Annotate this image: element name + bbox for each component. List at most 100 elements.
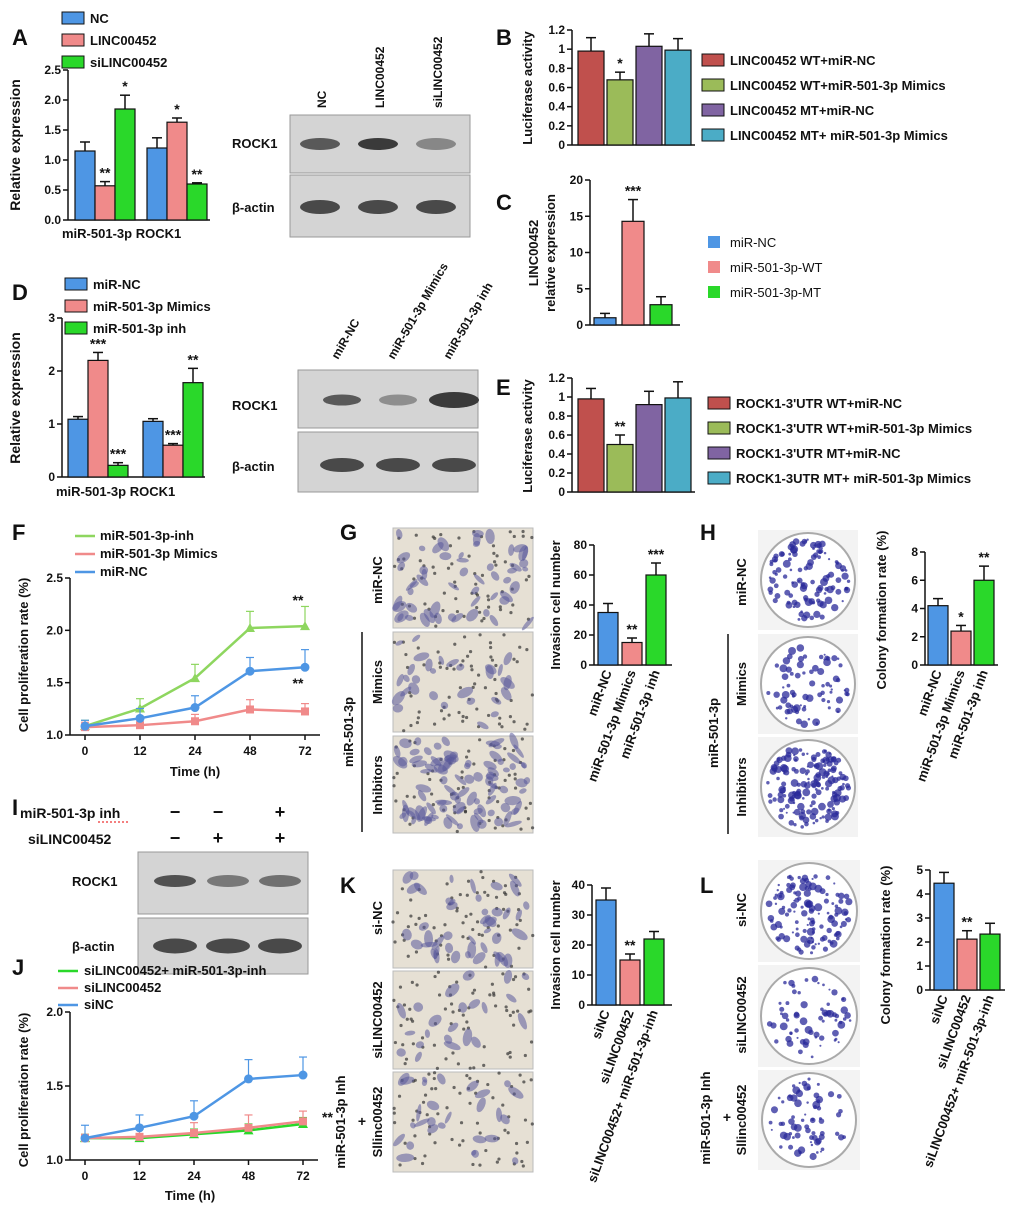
y-tick-label: 4 [916, 887, 923, 901]
invaded-cell [395, 640, 404, 646]
colony [773, 583, 779, 589]
colony [830, 688, 833, 691]
pore-dot [489, 645, 493, 650]
pore-dot [501, 1103, 505, 1107]
pore-dot [478, 610, 482, 614]
colony [835, 677, 841, 683]
colony [820, 1147, 825, 1152]
pore-dot [455, 980, 459, 984]
colony [793, 704, 801, 712]
invaded-cell [490, 711, 499, 718]
pore-dot [516, 1009, 520, 1013]
pore-dot [442, 717, 446, 721]
invaded-cell [518, 545, 529, 562]
panelJ-x-tick-label: 24 [187, 1169, 201, 1183]
invaded-cell [456, 663, 465, 671]
pore-dot [484, 1148, 488, 1153]
invaded-cell [439, 552, 452, 561]
panelH-label-mimics: Mimics [734, 662, 749, 706]
colony [767, 793, 773, 798]
pore-dot [515, 923, 519, 927]
colony [766, 781, 770, 785]
colony [784, 589, 791, 596]
colony [819, 1044, 822, 1047]
panelI-band-rock1 [259, 875, 301, 887]
pore-dot [471, 685, 475, 689]
pore-dot [461, 659, 465, 663]
pore-dot [430, 792, 434, 796]
panelA-legend-siLINC00452-swatch [61, 55, 85, 69]
panelB-legend-0-label: LINC00452 WT+miR-NC [730, 53, 876, 68]
panelA-legend-LINC00452-swatch [61, 33, 85, 47]
y-tick-label: 5 [916, 863, 923, 877]
invaded-cell [416, 574, 429, 587]
colony [823, 653, 826, 656]
invaded-cell [426, 802, 436, 815]
colony [806, 538, 809, 541]
colony [781, 755, 787, 761]
panelC-legend-swatch-0 [708, 236, 720, 248]
pore-dot [462, 635, 467, 639]
colony [799, 883, 807, 892]
colony [800, 1118, 805, 1123]
pore-dot [492, 560, 497, 564]
colony [844, 687, 850, 693]
colony [791, 983, 796, 988]
invaded-cell [407, 663, 415, 676]
pore-dot [432, 1071, 437, 1075]
colony [823, 658, 831, 667]
colony [800, 905, 804, 909]
panelC-bar-1 [621, 220, 645, 326]
pore-dot [406, 925, 410, 929]
panelA-band-rock1 [416, 138, 456, 150]
panelK-x-tick-label-0: siNC [589, 1007, 613, 1041]
panelF-legend-label-2: miR-NC [100, 564, 148, 579]
colony [781, 1012, 789, 1020]
pore-dot [431, 565, 435, 569]
invaded-cell [413, 1118, 430, 1127]
panelJ-marker [189, 1111, 199, 1121]
pore-dot [413, 1078, 417, 1082]
pore-dot [434, 624, 438, 628]
colony [788, 552, 792, 556]
panelL-bar-0 [933, 882, 955, 991]
colony [790, 901, 798, 909]
invaded-cell [484, 916, 497, 928]
invaded-cell [503, 576, 512, 584]
pore-dot [467, 554, 471, 558]
panelK-image-combo [392, 1071, 534, 1173]
panelG-group-label: miR-501-3p [341, 697, 356, 767]
invaded-cell [484, 1134, 500, 1143]
pore-dot [394, 799, 398, 803]
panelE-legend-2-label: ROCK1-3'UTR MT+miR-NC [736, 446, 901, 461]
colony [821, 697, 826, 703]
pore-dot [494, 895, 499, 899]
colony [846, 579, 851, 583]
pore-dot [527, 987, 531, 991]
pore-dot [410, 980, 414, 984]
invaded-cell [406, 883, 421, 894]
invaded-cell [437, 1122, 446, 1129]
colony [803, 889, 811, 897]
pore-dot [486, 893, 490, 897]
colony [786, 653, 793, 660]
pore-dot [431, 803, 435, 807]
invaded-cell [447, 1022, 459, 1033]
panelC-y-axis: 0 5 10 15 20 [570, 173, 591, 332]
colony [811, 975, 819, 983]
colony [815, 772, 821, 778]
invaded-cell [499, 596, 510, 605]
invaded-cell [487, 809, 495, 817]
colony [767, 914, 775, 922]
colony [810, 780, 818, 788]
pore-dot [513, 786, 518, 790]
colony [823, 770, 830, 777]
colony [785, 666, 792, 673]
colony [778, 551, 785, 558]
panelC-y-label-line2: relative expression [543, 194, 558, 312]
colony [831, 902, 835, 905]
colony [797, 617, 801, 621]
panelI-sign-1-0: − [170, 828, 181, 848]
pore-dot [448, 544, 453, 548]
invaded-cell [486, 563, 494, 571]
